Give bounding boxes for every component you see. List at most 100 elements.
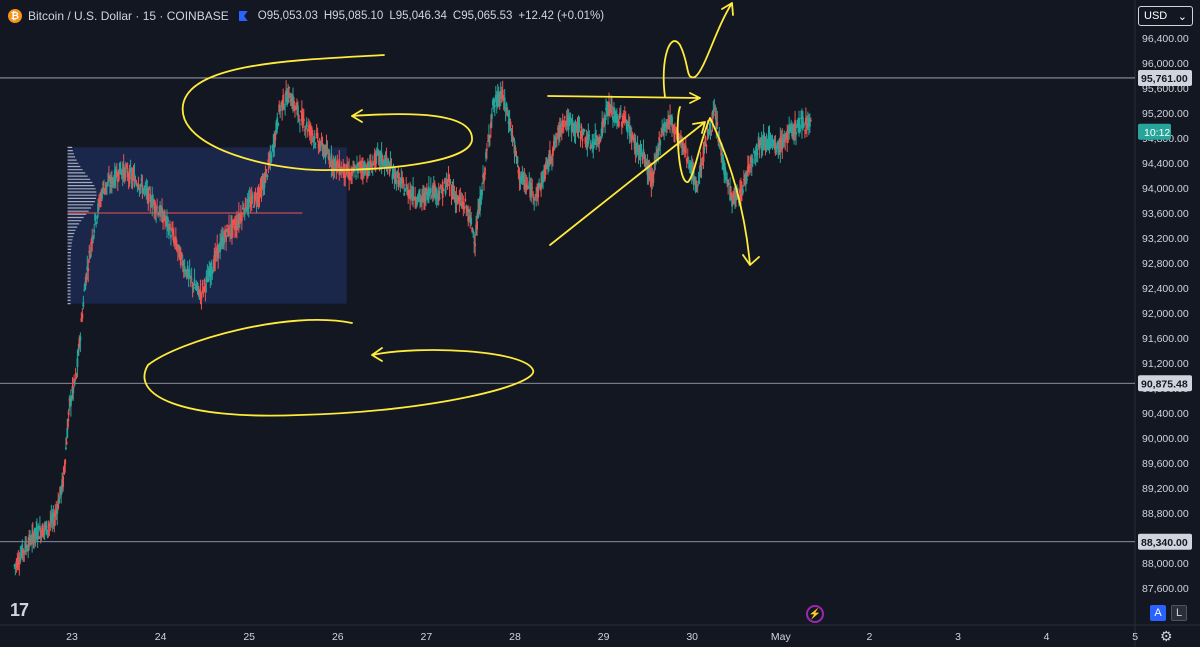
- candle-body: [196, 282, 199, 288]
- candle-body: [778, 139, 781, 149]
- candle-body: [160, 207, 162, 212]
- candle-body: [381, 155, 384, 165]
- candle-body: [698, 174, 701, 176]
- auto-scale-button[interactable]: A: [1150, 605, 1166, 621]
- candle-body: [615, 114, 617, 123]
- candle-body: [594, 133, 597, 138]
- candle-body: [384, 161, 387, 169]
- candle-body: [110, 176, 113, 188]
- candle-body: [394, 173, 397, 183]
- yellow-annotation: [182, 54, 473, 171]
- candle-body: [794, 120, 796, 132]
- candle-body: [243, 209, 246, 215]
- y-tick-label: 88,000.00: [1142, 558, 1189, 570]
- candle-body: [682, 147, 685, 150]
- candle-body: [200, 293, 203, 300]
- candle-body: [140, 178, 143, 181]
- candle-body: [743, 174, 746, 184]
- candle-body: [538, 183, 541, 188]
- candle-body: [428, 190, 431, 194]
- candle-body: [530, 183, 533, 197]
- candle-body: [29, 535, 32, 542]
- tradingview-logo[interactable]: 17: [10, 600, 29, 620]
- candle-body: [758, 140, 761, 149]
- candle-body: [686, 156, 689, 158]
- candle-body: [185, 269, 188, 278]
- candle-body: [241, 207, 244, 210]
- candle-body: [377, 150, 380, 156]
- candle-body: [312, 137, 315, 142]
- candle-body: [131, 176, 134, 181]
- candle-body: [269, 153, 272, 160]
- candle-body: [479, 196, 481, 211]
- candle-body: [519, 177, 522, 183]
- candle-body: [311, 133, 314, 136]
- candle-body: [245, 210, 248, 212]
- candle-body: [665, 124, 668, 128]
- candle-body: [807, 118, 810, 127]
- candle-body: [425, 188, 428, 190]
- candle-body: [294, 106, 296, 111]
- spark-icon[interactable]: ⚡: [806, 605, 824, 623]
- candle-body: [612, 116, 614, 121]
- settings-icon[interactable]: ⚙: [1160, 628, 1173, 644]
- candle-body: [318, 142, 321, 150]
- candle-body: [406, 186, 409, 195]
- candle-body: [596, 135, 599, 139]
- candle-body: [437, 190, 440, 202]
- candle-body: [125, 165, 128, 168]
- log-scale-button[interactable]: L: [1171, 605, 1187, 621]
- candle-body: [525, 184, 528, 190]
- candle-body: [415, 201, 417, 204]
- candle-body: [17, 556, 20, 565]
- candle-body: [213, 255, 216, 269]
- candle-body: [643, 153, 646, 164]
- candle-body: [259, 183, 262, 189]
- candle-body: [128, 168, 131, 184]
- currency-select[interactable]: USD ⌄: [1138, 6, 1193, 26]
- candle-body: [662, 132, 665, 136]
- candle-body: [721, 153, 724, 161]
- candle-body: [553, 137, 556, 142]
- x-tick-label: 26: [332, 631, 344, 643]
- candle-body: [203, 279, 206, 285]
- candle-body: [607, 105, 609, 115]
- candle-body: [564, 120, 567, 126]
- candle-body: [327, 155, 330, 159]
- candle-body: [746, 166, 749, 176]
- candle-body: [66, 428, 69, 438]
- candle-body: [678, 138, 681, 141]
- flag-icon[interactable]: [238, 11, 248, 21]
- candle-body: [208, 268, 211, 277]
- candle-body: [163, 211, 165, 220]
- candle-body: [172, 230, 174, 236]
- y-tick-label: 88,800.00: [1142, 508, 1189, 520]
- x-tick-label: 5: [1132, 631, 1138, 643]
- candle-body: [154, 202, 157, 214]
- candle-body: [72, 388, 75, 394]
- candle-body: [621, 116, 624, 124]
- candle-body: [225, 235, 227, 242]
- candle-body: [147, 187, 150, 204]
- candle-body: [494, 95, 497, 100]
- candle-body: [499, 90, 502, 99]
- candle-body: [19, 556, 22, 562]
- candle-body: [210, 262, 213, 276]
- candle-body: [764, 146, 767, 148]
- candle-body: [808, 121, 811, 127]
- candle-body: [783, 134, 786, 143]
- candle-body: [43, 525, 46, 530]
- candle-body: [620, 122, 623, 127]
- candle-body: [335, 162, 338, 172]
- candle-body: [626, 124, 629, 133]
- candle-body: [348, 168, 351, 180]
- symbol-title[interactable]: Bitcoin / U.S. Dollar · 15 · COINBASE: [28, 9, 229, 23]
- candle-body: [455, 198, 458, 204]
- candle-body: [645, 161, 648, 166]
- candle-body: [253, 192, 256, 206]
- candle-body: [113, 169, 116, 186]
- candle-body: [119, 168, 122, 174]
- candle-body: [90, 242, 93, 247]
- candle-body: [504, 107, 507, 111]
